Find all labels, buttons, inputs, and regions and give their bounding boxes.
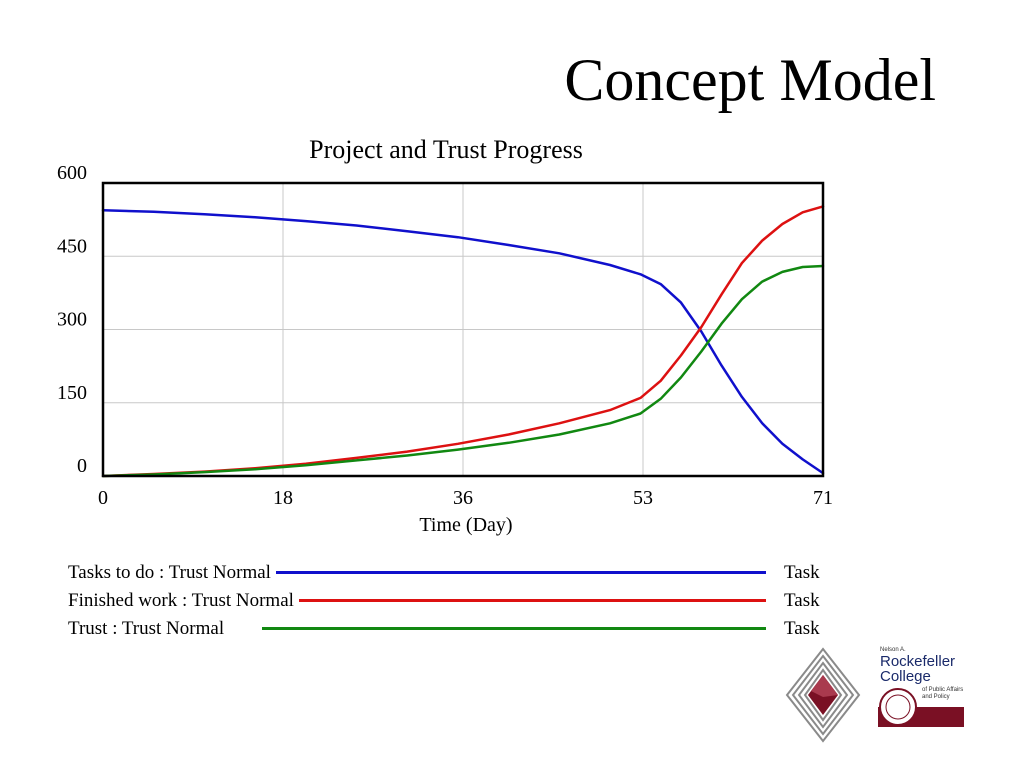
college-name-small: Nelson A.	[880, 647, 906, 653]
legend-line-swatch	[262, 599, 766, 602]
x-tick-label: 71	[813, 487, 833, 509]
series-lines	[101, 205, 825, 478]
college-logo: Nelson A. Rockefeller College of Public …	[878, 645, 970, 731]
y-tick-label: 150	[57, 382, 87, 404]
series-line	[101, 264, 825, 478]
legend-unit: Task	[784, 562, 820, 583]
legend-unit: Task	[784, 618, 820, 639]
logo-group: Nelson A. Rockefeller College of Public …	[783, 645, 973, 745]
legend-unit: Task	[784, 590, 820, 611]
x-tick-label: 0	[98, 487, 108, 509]
college-name-rockefeller: Rockefeller	[880, 653, 956, 670]
y-tick-label: 450	[57, 235, 87, 257]
slide-title: Concept Model	[564, 47, 936, 113]
college-subtitle-2: and Policy	[922, 694, 950, 700]
legend-label: Tasks to do : Trust Normal	[68, 562, 276, 584]
plot-frame	[101, 181, 825, 478]
diamond-logo	[785, 647, 861, 743]
college-name-college: College	[880, 668, 931, 685]
legend-line-swatch	[262, 571, 766, 574]
y-tick-label: 300	[57, 309, 87, 331]
y-tick-label: 600	[57, 162, 87, 184]
legend-line-swatch	[262, 627, 766, 630]
axis-ticks: 0 18 36 53 71 0 150 300 450 600	[57, 162, 833, 509]
x-tick-label: 53	[633, 487, 653, 509]
college-subtitle-1: of Public Affairs	[922, 687, 964, 693]
series-line	[101, 209, 825, 475]
grid-lines	[103, 183, 823, 476]
chart-title: Project and Trust Progress	[309, 135, 583, 164]
legend-label: Trust : Trust Normal	[68, 618, 230, 640]
x-tick-label: 18	[273, 487, 293, 509]
legend-label: Finished work : Trust Normal	[68, 590, 299, 612]
y-tick-label: 0	[77, 455, 87, 477]
x-tick-label: 36	[453, 487, 473, 509]
x-axis-label: Time (Day)	[419, 514, 512, 536]
